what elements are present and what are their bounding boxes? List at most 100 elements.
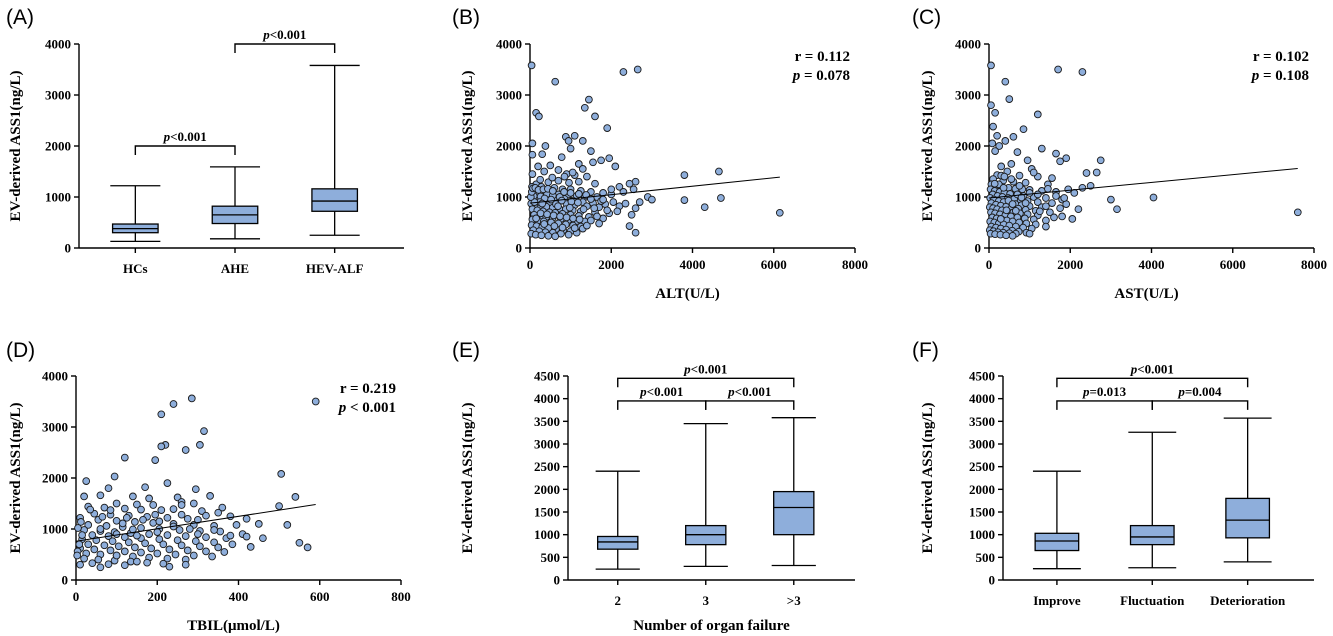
regression-line xyxy=(529,176,780,204)
y-tick-label: 4000 xyxy=(534,391,560,406)
data-point xyxy=(141,539,149,548)
y-axis-title: EV-derived ASS1(ng/L) xyxy=(460,71,476,222)
data-point xyxy=(543,210,551,219)
data-point xyxy=(589,158,597,167)
data-point xyxy=(303,543,312,552)
data-point xyxy=(603,124,612,132)
significance-label: p<0.001 xyxy=(163,129,207,144)
y-tick-label: 4000 xyxy=(42,369,68,384)
iqr-box xyxy=(1225,497,1271,539)
data-point xyxy=(114,542,123,551)
data-point xyxy=(564,230,573,239)
data-point xyxy=(1042,202,1050,211)
data-point xyxy=(1011,206,1020,215)
data-point xyxy=(228,540,237,549)
data-point xyxy=(625,179,634,188)
data-point xyxy=(96,563,105,572)
data-point xyxy=(619,188,628,196)
data-point xyxy=(1107,195,1115,204)
data-point xyxy=(627,210,636,219)
data-point xyxy=(549,211,558,220)
data-point xyxy=(277,470,286,478)
data-point xyxy=(1046,208,1054,217)
data-point xyxy=(153,528,162,536)
data-point xyxy=(208,552,216,561)
data-point xyxy=(1021,199,1030,207)
data-point xyxy=(607,185,616,194)
data-point xyxy=(996,215,1005,223)
data-point xyxy=(194,515,202,524)
data-point xyxy=(129,492,137,501)
y-axis-title: EV-derived ASS1(ng/L) xyxy=(920,403,936,554)
category-label: 2 xyxy=(614,593,621,608)
data-point xyxy=(254,520,263,528)
data-point xyxy=(214,508,223,517)
data-point xyxy=(1048,199,1056,207)
x-axis-title: Number of organ failure xyxy=(633,618,790,634)
correlation-p: p = 0.108 xyxy=(1250,68,1309,84)
iqr-box xyxy=(773,490,815,536)
data-point xyxy=(189,499,198,508)
data-point xyxy=(163,479,172,487)
y-tick-label: 2000 xyxy=(496,139,522,154)
data-point xyxy=(700,203,709,212)
x-tick-label: 400 xyxy=(229,589,249,604)
data-point xyxy=(565,178,573,187)
data-point xyxy=(551,77,560,86)
y-tick-label: 3500 xyxy=(534,414,560,429)
data-point xyxy=(157,506,166,514)
data-point xyxy=(177,501,186,509)
data-point xyxy=(1035,207,1044,216)
significance-label: p=0.004 xyxy=(1177,384,1222,399)
y-tick-label: 4500 xyxy=(534,369,560,384)
data-point xyxy=(196,542,204,551)
x-tick-label: 6000 xyxy=(1220,257,1246,272)
data-point xyxy=(587,216,595,225)
data-point xyxy=(560,188,568,196)
data-point xyxy=(177,510,186,519)
data-point xyxy=(78,531,86,539)
data-point xyxy=(989,122,997,131)
data-point xyxy=(1001,137,1010,145)
data-point xyxy=(585,95,593,104)
data-point xyxy=(1068,215,1077,223)
data-point xyxy=(145,494,153,503)
panel-e: (E) 0 500 1000 1500 2000 2500 3000 3500 4000 4500 E… xyxy=(452,339,855,634)
data-point xyxy=(548,173,557,182)
data-point xyxy=(566,189,575,197)
data-point xyxy=(1017,193,1026,202)
y-tick-label: 500 xyxy=(541,550,561,565)
category-label: >3 xyxy=(787,593,801,608)
data-point xyxy=(200,427,208,435)
data-point xyxy=(76,560,84,569)
data-point xyxy=(540,220,549,228)
data-point xyxy=(120,453,129,462)
data-point xyxy=(106,546,115,555)
data-point xyxy=(112,551,121,560)
data-point xyxy=(635,198,644,206)
x-tick-label: 0 xyxy=(73,589,80,604)
data-point xyxy=(538,150,547,159)
data-point xyxy=(118,519,127,528)
data-point xyxy=(1056,204,1064,213)
significance-bracket xyxy=(1056,377,1249,388)
data-point xyxy=(995,142,1004,150)
significance-bracket xyxy=(234,43,336,53)
data-point xyxy=(1113,205,1121,214)
data-point xyxy=(73,551,82,560)
data-point xyxy=(1033,110,1042,119)
data-point xyxy=(527,61,536,70)
data-point xyxy=(165,545,174,554)
data-point xyxy=(551,232,560,241)
data-point xyxy=(558,223,567,232)
data-point xyxy=(603,206,612,215)
data-point xyxy=(587,147,595,155)
data-point xyxy=(137,524,145,532)
data-point xyxy=(541,142,550,150)
significance-bracket xyxy=(134,145,236,155)
data-point xyxy=(1044,184,1052,193)
y-tick-label: 4000 xyxy=(969,391,995,406)
data-point xyxy=(574,190,583,198)
data-point xyxy=(120,504,129,513)
